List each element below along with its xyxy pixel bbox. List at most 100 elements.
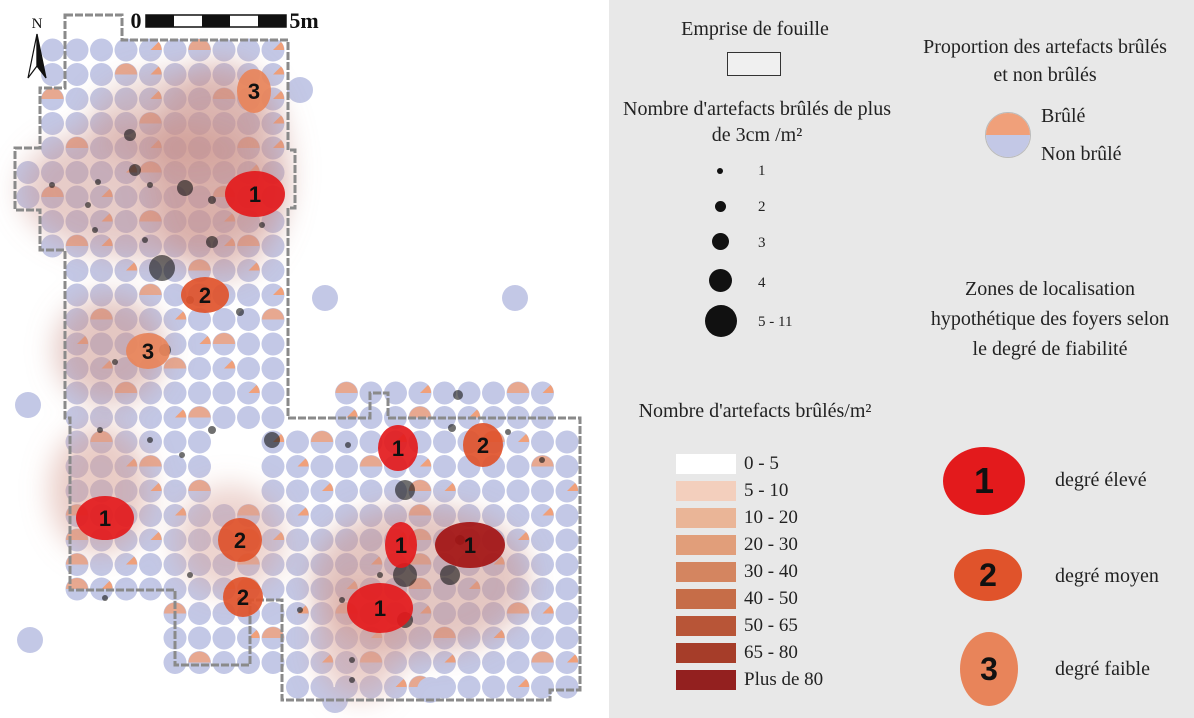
burnt-sector xyxy=(188,480,211,491)
density-label-7: 65 - 80 xyxy=(744,642,798,663)
burnt-sector xyxy=(360,455,382,467)
count-marker xyxy=(149,255,175,281)
burnt-sector xyxy=(335,382,358,393)
proportion-cell xyxy=(188,308,211,331)
density-label-3: 20 - 30 xyxy=(744,534,798,555)
density-swatch-3 xyxy=(676,535,736,555)
hearth-zone: 2 xyxy=(218,518,262,562)
density-swatch-5 xyxy=(676,589,736,609)
zone-shape xyxy=(126,333,170,369)
zone-number: 2 xyxy=(199,283,211,308)
count-marker xyxy=(395,480,415,500)
proportion-cell xyxy=(555,675,579,699)
count-marker xyxy=(112,359,118,365)
density-label-4: 30 - 40 xyxy=(744,561,798,582)
proportion-cell xyxy=(286,577,309,601)
proportion-cell xyxy=(286,430,309,454)
burnt-sector xyxy=(224,360,236,369)
burnt-sector xyxy=(444,654,456,663)
proportion-cell xyxy=(555,626,579,650)
proportion-cell xyxy=(90,259,113,282)
burnt-sector xyxy=(542,385,554,393)
proportion-cell xyxy=(286,626,309,650)
count-marker xyxy=(102,595,108,601)
proportion-cell xyxy=(237,332,260,356)
hearth-zone: 1 xyxy=(378,425,418,471)
count-title: Nombre d'artefacts brûlés de plus de 3cm… xyxy=(623,98,891,146)
count-marker xyxy=(92,227,98,233)
proportion-cell xyxy=(163,430,187,454)
proportion-cell xyxy=(41,63,64,86)
burnt-sector xyxy=(273,91,285,99)
count-marker xyxy=(179,452,185,458)
zone-shape xyxy=(237,69,271,113)
count-marker xyxy=(453,390,463,400)
burnt-sector xyxy=(542,507,554,516)
zone-high-label: degré élevé xyxy=(1055,469,1147,491)
proportion-cell xyxy=(90,63,113,86)
proportion-cell xyxy=(555,553,579,576)
hearth-zone: 2 xyxy=(223,577,263,617)
proportion-cell xyxy=(506,504,530,527)
density-swatch-1 xyxy=(676,481,736,501)
proportion-cell xyxy=(17,627,43,653)
proportion-cell xyxy=(531,553,554,576)
burnt-sector xyxy=(126,262,138,271)
zone-high-icon: 1 xyxy=(943,447,1025,515)
count-label-2: 2 xyxy=(758,199,766,215)
count-marker xyxy=(95,179,101,185)
density-swatch-0 xyxy=(676,454,736,474)
burnt-sector xyxy=(101,581,113,589)
count-marker xyxy=(236,308,244,316)
zone-number: 3 xyxy=(248,79,260,104)
count-marker xyxy=(206,236,218,248)
proportion-cell xyxy=(261,455,285,478)
proportion-cell xyxy=(237,38,260,62)
zone-shape xyxy=(463,423,503,467)
unburnt-label: Non brûlé xyxy=(1041,143,1122,165)
burnt-sector xyxy=(273,66,285,75)
proportion-cell xyxy=(457,381,481,405)
burnt-sector xyxy=(262,627,284,638)
proportion-cell xyxy=(188,626,211,650)
burnt-label: Brûlé xyxy=(1041,105,1086,127)
proportion-cell xyxy=(335,455,358,478)
burnt-sector xyxy=(248,262,260,271)
proportion-cell xyxy=(286,528,309,552)
map-canvas: 3 1 2 3 1 2 2 1 2 1 1 1 N 0 5m xyxy=(13,8,582,713)
zone-shape xyxy=(385,522,417,568)
zone-number: 1 xyxy=(249,182,261,207)
zone-low-label: degré faible xyxy=(1055,658,1150,680)
proportion-cell xyxy=(212,308,236,331)
proportion-cell xyxy=(163,479,187,503)
count-marker xyxy=(339,597,345,603)
proportion-cell xyxy=(41,38,64,62)
proportion-cell xyxy=(506,626,530,650)
density-blob xyxy=(55,295,165,405)
proportion-cell xyxy=(163,283,187,307)
zone-shape xyxy=(347,583,413,633)
proportion-cell xyxy=(188,430,211,454)
proportion-cell xyxy=(90,38,113,62)
zone-number: 3 xyxy=(142,339,154,364)
zone-number: 1 xyxy=(464,533,476,558)
proportion-cell xyxy=(261,479,285,503)
proportion-cell xyxy=(555,504,579,527)
scale-bar: 0 5m xyxy=(131,8,319,33)
zone-number: 2 xyxy=(237,585,249,610)
zone-shape xyxy=(225,171,285,217)
proportion-cell xyxy=(286,553,309,576)
burnt-sector xyxy=(150,42,162,50)
burnt-sector xyxy=(518,679,530,687)
burnt-sector xyxy=(213,333,235,344)
burnt-sector xyxy=(518,532,530,540)
burnt-sector xyxy=(126,556,138,565)
count-marker xyxy=(208,426,216,434)
proportion-cell xyxy=(408,651,432,674)
proportion-cell xyxy=(482,675,505,699)
proportion-cell xyxy=(65,259,89,282)
proportion-cell xyxy=(65,112,89,135)
burnt-sector xyxy=(41,88,64,99)
zone-shape xyxy=(435,522,505,568)
count-label-1: 1 xyxy=(758,163,766,179)
